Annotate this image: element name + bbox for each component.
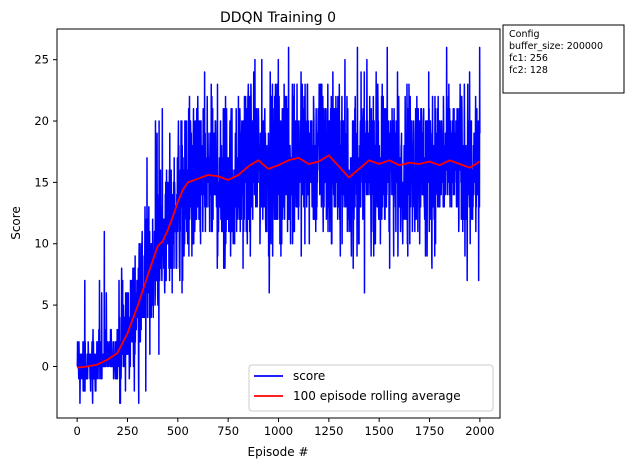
y-tick-label: 5 [42,298,49,312]
score-line [76,46,481,405]
score-series [76,46,481,405]
x-tick-label: 750 [217,424,239,438]
x-tick-label: 1250 [314,424,343,438]
x-tick-label: 250 [117,424,139,438]
config-line: Config [509,29,539,40]
legend-label-rolling-average: 100 episode rolling average [293,389,461,403]
y-axis-ticks: 0 5 10 15 20 25 [34,53,57,373]
x-tick-label: 0 [73,424,80,438]
config-line: fc1: 256 [509,53,548,64]
x-tick-label: 2000 [465,424,494,438]
config-line: buffer_size: 200000 [509,41,603,52]
y-tick-label: 0 [42,359,49,373]
chart-title: DDQN Training 0 [220,10,336,26]
x-tick-label: 1500 [365,424,394,438]
config-line: fc2: 128 [509,65,548,76]
legend: score 100 episode rolling average [248,364,494,412]
x-tick-label: 1000 [264,424,293,438]
x-axis-ticks: 0 250 500 750 1000 1250 1500 1750 2000 [73,418,495,438]
y-tick-label: 20 [34,114,49,128]
y-tick-label: 15 [34,175,49,189]
legend-frame [248,364,494,412]
config-box-frame [502,24,625,94]
rolling-average-line [77,154,481,369]
x-tick-label: 1750 [415,424,444,438]
config-box: Config buffer_size: 200000 fc1: 256 fc2:… [502,24,625,94]
legend-label-score: score [293,369,325,383]
y-tick-label: 10 [34,237,49,251]
y-tick-label: 25 [34,53,49,67]
x-axis-label: Episode # [248,445,309,459]
y-axis-label: Score [9,206,23,240]
rolling-average-series [77,154,481,369]
x-tick-label: 500 [167,424,189,438]
